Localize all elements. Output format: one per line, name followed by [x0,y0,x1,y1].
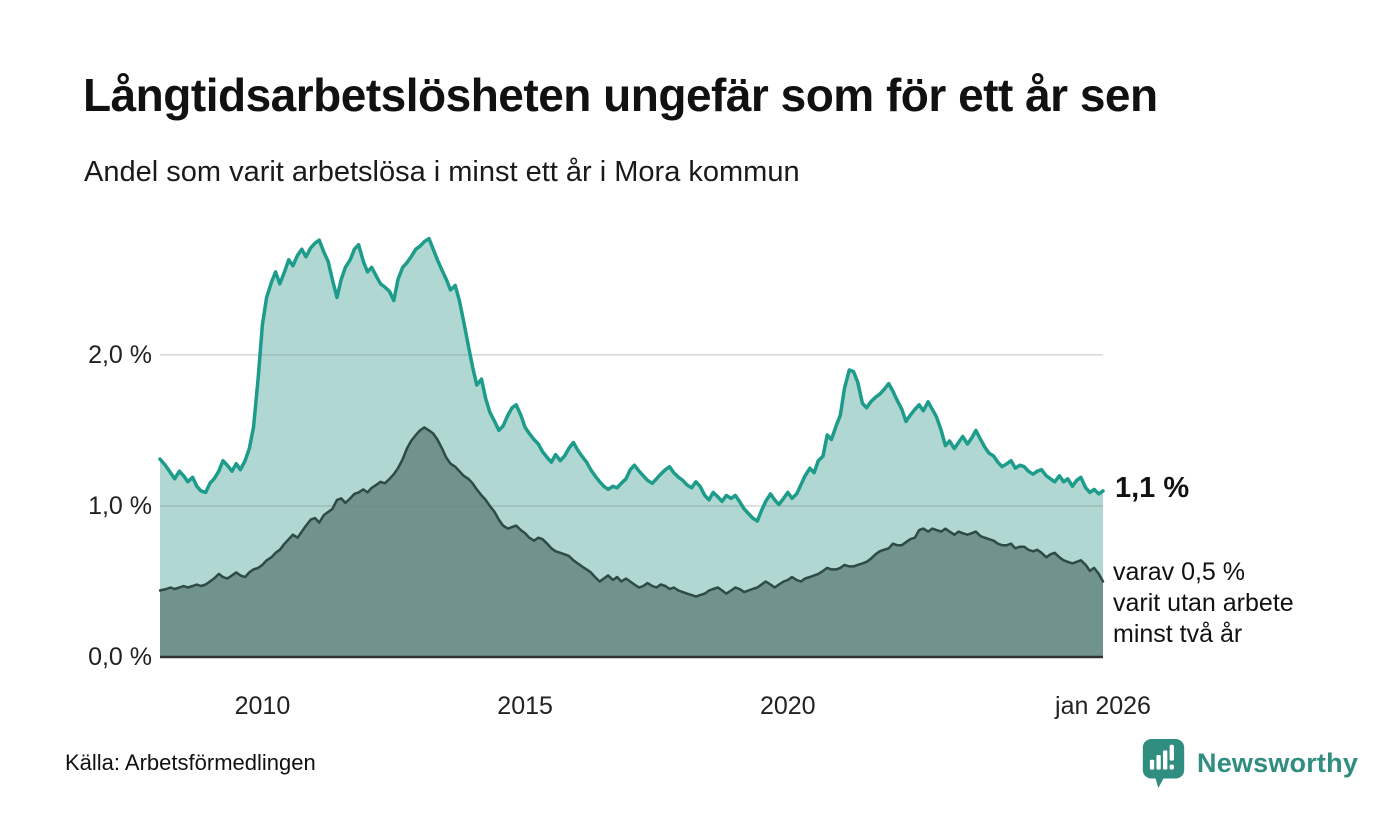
source-label: Källa: Arbetsförmedlingen [65,750,316,775]
x-tick-label: 2010 [234,692,291,720]
newsworthy-logo-icon [1142,739,1185,788]
brand-name: Newsworthy [1197,748,1359,778]
chart-subtitle: Andel som varit arbetslösa i minst ett å… [84,156,800,188]
latest-value-label: 1,1 % [1115,471,1190,504]
annotation-line: varav 0,5 % [1113,558,1246,587]
annotation-line: varit utan arbete [1113,589,1294,618]
series-area-min-two-years [160,427,1103,657]
series-line-min-one-year [158,236,1105,523]
x-tick-label: 2020 [759,692,816,720]
y-tick-label: 1,0 % [88,491,152,520]
x-tick-label: jan 2026 [1055,692,1151,720]
brand-lockup: Newsworthy [1140,737,1358,790]
series-line-min-two-years [158,426,1105,598]
page-title: Långtidsarbetslösheten ungefär som för e… [83,69,1158,121]
annotation-line: minst två år [1113,620,1243,649]
y-tick-label: 2,0 % [88,340,152,369]
secondary-value-annotation: varav 0,5 % varit utan arbete minst två … [1113,557,1294,650]
y-tick-label: 0,0 % [88,643,152,671]
x-tick-label: 2015 [497,692,553,720]
